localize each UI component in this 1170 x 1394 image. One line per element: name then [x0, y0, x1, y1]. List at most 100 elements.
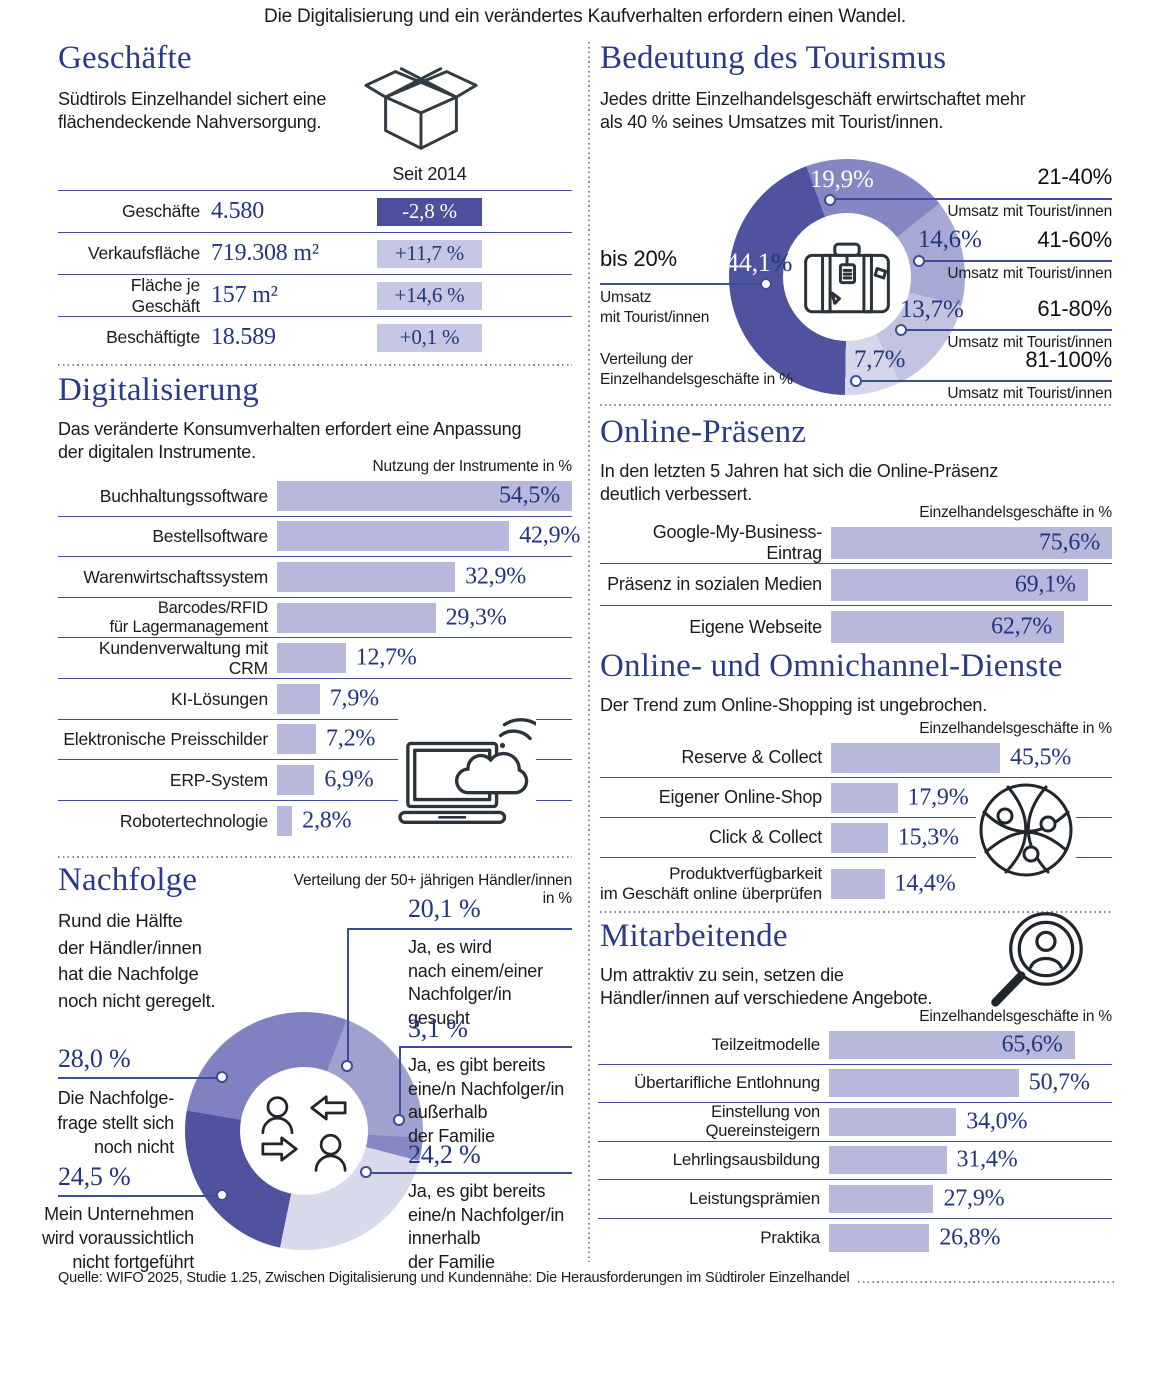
- column-separator: [588, 42, 590, 1262]
- bar-label: Bestellsoftware: [152, 526, 268, 547]
- bar-label: Click & Collect: [708, 827, 822, 848]
- bar: 42,9%: [277, 517, 580, 557]
- bar: 6,9%: [277, 760, 572, 800]
- bar-value: 75,6%: [1039, 529, 1100, 555]
- bar: 54,5%: [277, 476, 572, 516]
- leader-line: [907, 329, 1112, 331]
- bar-value: 27,9%: [943, 1185, 1005, 1212]
- bar: 7,2%: [277, 720, 572, 760]
- chart-note: Verteilung der Einzelhandelsgeschäfte in…: [600, 351, 793, 389]
- bar-row: Elektronische Preisschilder 7,2%: [58, 720, 572, 761]
- bar-label: Übertarifliche Entlohnung: [634, 1073, 820, 1093]
- slice-description: Die Nachfolge- frage stellt sich noch ni…: [57, 1088, 174, 1157]
- donut-hole: [783, 213, 911, 341]
- laptop-cloud-icon: [398, 702, 536, 842]
- bar-label: Präsenz in sozialen Medien: [607, 574, 822, 595]
- bar-label: Warenwirtschaftssystem: [83, 566, 268, 587]
- bar-row: Präsenz in sozialen Medien 69,1%: [600, 564, 1112, 606]
- bar-row: Google-My-Business-Eintrag 75,6%: [600, 522, 1112, 564]
- bar-row: Bestellsoftware 42,9%: [58, 517, 580, 558]
- legend-sub: Umsatz mit Tourist/innen: [947, 334, 1112, 351]
- axis-note: Verteilung der 50+ jährigen Händler/inne…: [293, 872, 573, 907]
- leader-line: [58, 1077, 222, 1079]
- change-badge: +11,7 %: [377, 239, 482, 268]
- bar-value: 42,9%: [519, 522, 581, 549]
- bar-row: Lehrlingsausbildung 31,4%: [598, 1142, 1112, 1180]
- bar: 17,9%: [831, 778, 1112, 817]
- bar-label: Reserve & Collect: [681, 747, 822, 768]
- section-subtitle: Südtirols Einzelhandel sichert eine fläc…: [58, 89, 327, 133]
- slice-description: Mein Unternehmen wird voraussichtlich ni…: [41, 1204, 194, 1272]
- row-value: 719.308 m²: [211, 240, 319, 266]
- callout-dot: [341, 1060, 353, 1072]
- bar-row: Reserve & Collect 45,5%: [600, 738, 1112, 778]
- callout-dot: [360, 1166, 372, 1178]
- dotted-separator: [600, 404, 1112, 406]
- bar-value: 45,5%: [1010, 744, 1072, 770]
- callout-dot: [850, 375, 862, 387]
- bar: 31,4%: [829, 1142, 1112, 1180]
- section-title: Mitarbeitende: [600, 918, 788, 954]
- table-row: Geschäfte 4.580 -2,8 %: [58, 191, 572, 233]
- section-subtitle: Um attraktiv zu sein, setzen die Händler…: [600, 965, 933, 1009]
- legend-range: 81-100%: [1025, 347, 1112, 372]
- change-badge: +0,1 %: [377, 323, 482, 352]
- bar-row: Warenwirtschaftssystem 32,9%: [58, 557, 572, 598]
- bar-value: 2,8%: [302, 807, 352, 834]
- bar-value: 29,3%: [445, 604, 507, 631]
- dotted-separator: [857, 1281, 1115, 1283]
- bar: 14,4%: [831, 858, 1112, 910]
- section-subtitle: Der Trend zum Online-Shopping ist ungebr…: [600, 695, 988, 715]
- change-badge: +14,6 %: [377, 281, 482, 310]
- leader-line: [347, 928, 572, 930]
- row-label: Geschäfte: [122, 201, 200, 221]
- mitarbeitende-bar-chart: Teilzeitmodelle 65,6% Übertarifliche Ent…: [598, 1026, 1112, 1257]
- bar: 2,8%: [277, 801, 572, 842]
- bar-value: 50,7%: [1028, 1069, 1090, 1096]
- slice-value: 20,1 %: [408, 894, 481, 923]
- bar-row: Click & Collect 15,3%: [600, 818, 1112, 858]
- source-text: Quelle: WIFO 2025, Studie 1.25, Zwischen…: [58, 1270, 850, 1286]
- column-header: Seit 2014: [392, 164, 467, 184]
- bar-value: 31,4%: [956, 1146, 1018, 1173]
- leader-line: [399, 1046, 401, 1116]
- legend-sub: Umsatz mit Tourist/innen: [947, 385, 1112, 402]
- bar-label: Leistungsprämien: [689, 1188, 820, 1208]
- slice-description: Ja, es gibt bereits eine/n Nachfolger/in…: [408, 1181, 565, 1272]
- globe-network-icon: [976, 780, 1076, 880]
- bar: 45,5%: [831, 738, 1112, 777]
- bar-value: 14,4%: [894, 870, 956, 897]
- slice-value: 28,0 %: [58, 1044, 131, 1073]
- callout-dot: [393, 1114, 405, 1126]
- suitcase-icon: [800, 234, 894, 320]
- bar: 69,1%: [831, 564, 1112, 605]
- callout-dot: [216, 1189, 228, 1201]
- axis-note: Einzelhandelsgeschäfte in %: [919, 504, 1112, 521]
- omnichannel-bar-chart: Reserve & Collect 45,5% Eigener Online-S…: [600, 738, 1112, 910]
- bar-row: Produktverfügbarkeit im Geschäft online …: [600, 858, 1112, 910]
- row-label: Beschäftigte: [106, 327, 200, 347]
- legend-range: bis 20%: [600, 246, 677, 271]
- section-subtitle: Das veränderte Konsumverhalten erfordert…: [58, 419, 522, 463]
- bar-value: 34,0%: [966, 1108, 1028, 1135]
- section-title: Bedeutung des Tourismus: [600, 40, 947, 76]
- bar-row: KI-Lösungen 7,9%: [58, 679, 572, 720]
- succession-icon: [256, 1090, 352, 1172]
- bar-row: Teilzeitmodelle 65,6%: [598, 1026, 1112, 1065]
- section-title: Online- und Omnichannel-Dienste: [600, 648, 1063, 684]
- legend-range: 21-40%: [1037, 164, 1112, 189]
- bar-value: 69,1%: [1014, 571, 1076, 597]
- bar-value: 26,8%: [939, 1224, 1001, 1251]
- bar: 7,9%: [277, 679, 572, 719]
- slice-value: 13,7%: [900, 296, 964, 323]
- row-value: 157 m²: [211, 282, 278, 308]
- leader-line: [862, 380, 1112, 382]
- bar: 65,6%: [829, 1026, 1112, 1064]
- bar-value: 54,5%: [499, 482, 560, 509]
- bar-row: ERP-System 6,9%: [58, 760, 572, 801]
- callout-dot: [824, 194, 836, 206]
- legend-range: 41-60%: [1037, 227, 1112, 252]
- slice-value: 19,9%: [810, 166, 874, 193]
- bar-value: 17,9%: [907, 784, 969, 810]
- bar: 15,3%: [831, 818, 1112, 857]
